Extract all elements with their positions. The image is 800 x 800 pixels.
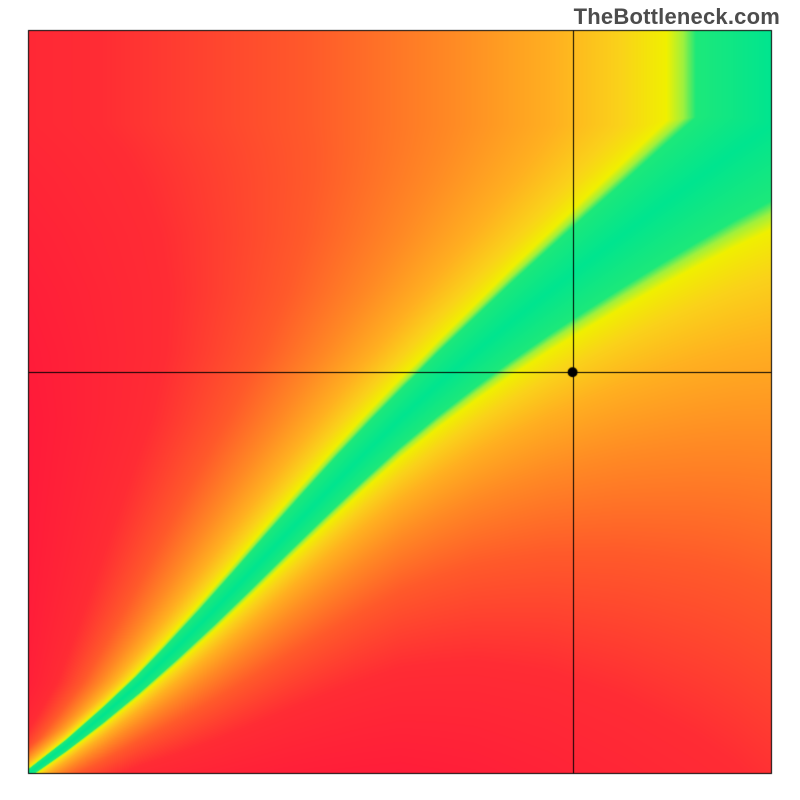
chart-container: TheBottleneck.com xyxy=(0,0,800,800)
heatmap-canvas xyxy=(0,0,800,800)
attribution-label: TheBottleneck.com xyxy=(574,4,780,30)
